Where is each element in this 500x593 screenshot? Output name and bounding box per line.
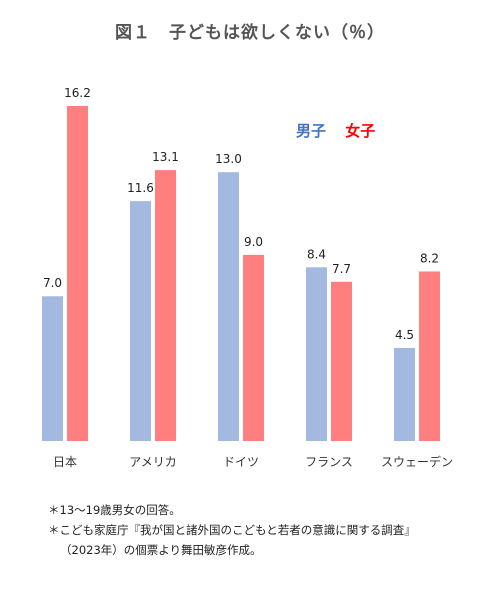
data-label-male-0: 7.0	[43, 276, 62, 290]
legend-male: 男子	[296, 122, 327, 140]
bar-female-4	[419, 271, 440, 441]
data-label-female-4: 8.2	[420, 251, 439, 265]
footnote-3: （2023年）の個票より舞田敏彦作成。	[60, 543, 262, 557]
bar-chart: 7.0 16.2 日本 11.6 13.1 アメリカ 13.0 9.0 ドイツ 8.4 7.7 フラン…	[42, 86, 453, 469]
data-label-male-3: 8.4	[307, 247, 326, 261]
data-label-female-1: 13.1	[152, 150, 179, 164]
bar-female-0	[67, 106, 88, 441]
bar-male-3	[306, 267, 327, 441]
data-label-male-2: 13.0	[215, 152, 242, 166]
data-label-female-2: 9.0	[244, 235, 263, 249]
bar-male-1	[130, 201, 151, 441]
x-tick-label-2: ドイツ	[223, 455, 259, 469]
bar-male-4	[394, 347, 415, 441]
footnotes: ＊13～19歳男女の回答。 ＊こども家庭庁『我が国と諸外国のこどもと若者の意識に…	[48, 500, 416, 560]
x-tick-label-1: アメリカ	[129, 455, 176, 469]
x-tick-label-0: 日本	[53, 455, 77, 469]
legend-female: 女子	[345, 122, 376, 140]
x-tick-label-4: スウェーデン	[381, 454, 453, 469]
bar-female-2	[243, 254, 264, 441]
bar-female-1	[155, 170, 176, 442]
x-tick-label-3: フランス	[305, 455, 353, 469]
bar-female-3	[331, 281, 352, 441]
data-label-male-4: 4.5	[395, 328, 414, 342]
data-label-female-3: 7.7	[332, 262, 351, 276]
footnote-1: ＊13～19歳男女の回答。	[48, 503, 181, 517]
data-label-male-1: 11.6	[127, 181, 154, 195]
bar-male-0	[42, 296, 63, 441]
data-label-female-0: 16.2	[64, 86, 91, 100]
footnote-2: ＊こども家庭庁『我が国と諸外国のこどもと若者の意識に関する調査』	[48, 523, 416, 537]
bar-male-2	[218, 172, 239, 441]
legend: 男子 女子	[296, 120, 375, 141]
chart-title: 図１ 子どもは欲しくない（％）	[115, 23, 385, 43]
